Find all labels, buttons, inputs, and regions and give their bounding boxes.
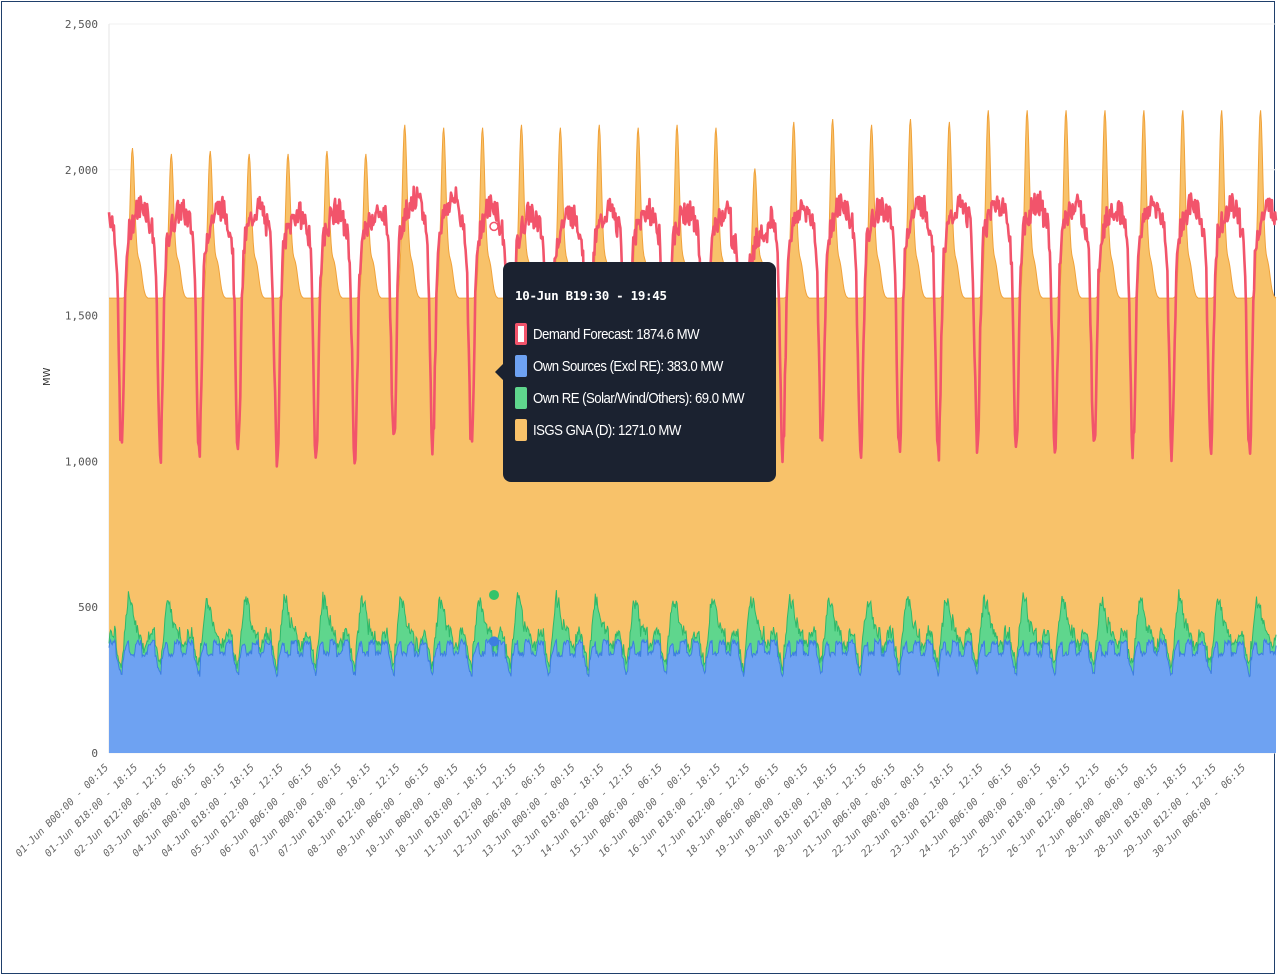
- tooltip-row-demand: Demand Forecast: 1874.6 MW: [515, 317, 776, 351]
- hover-marker-own-sources: [489, 636, 499, 647]
- series-own-re-area: [109, 589, 1276, 677]
- demand-swatch-icon: [515, 323, 527, 345]
- hover-markers: [489, 221, 499, 647]
- tooltip-title: 10-Jun B19:30 - 19:45: [515, 288, 667, 303]
- series-own-re-line: [108, 589, 1277, 673]
- y-tick-label: 1,000: [65, 455, 98, 468]
- series-own-sources-area: [109, 639, 1276, 753]
- tooltip-label-demand: Demand Forecast: 1874.6 MW: [533, 325, 700, 343]
- tooltip-row-own-sources: Own Sources (Excl RE): 383.0 MW: [515, 349, 776, 383]
- y-tick-label: 500: [78, 601, 98, 614]
- tooltip-label-own-re: Own RE (Solar/Wind/Others): 69.0 MW: [533, 389, 745, 407]
- tooltip-row-own-re: Own RE (Solar/Wind/Others): 69.0 MW: [515, 381, 776, 415]
- hover-marker-demand: [489, 221, 499, 232]
- hover-marker-own-re: [489, 589, 499, 600]
- y-axis-label: MW: [42, 367, 53, 386]
- y-tick-label: 2,500: [65, 18, 98, 31]
- y-tick-label: 2,000: [65, 164, 98, 177]
- y-tick-label: 0: [91, 747, 98, 760]
- series-demand-line: [107, 185, 1278, 468]
- tooltip-label-own-sources: Own Sources (Excl RE): 383.0 MW: [533, 357, 723, 375]
- chart-tooltip: 10-Jun B19:30 - 19:45 Demand Forecast: 1…: [495, 262, 776, 482]
- y-tick-label: 1,500: [65, 310, 98, 323]
- series-own-sources-line: [108, 637, 1277, 678]
- tooltip-row-isgs: ISGS GNA (D): 1271.0 MW: [515, 413, 776, 447]
- tooltip-label-isgs: ISGS GNA (D): 1271.0 MW: [533, 421, 681, 439]
- own-re-swatch-icon: [515, 387, 527, 409]
- y-axis-ticks: 0 500 1,000 1,500 2,000 2,500: [65, 18, 98, 760]
- isgs-swatch-icon: [515, 419, 527, 441]
- own-sources-swatch-icon: [515, 355, 527, 377]
